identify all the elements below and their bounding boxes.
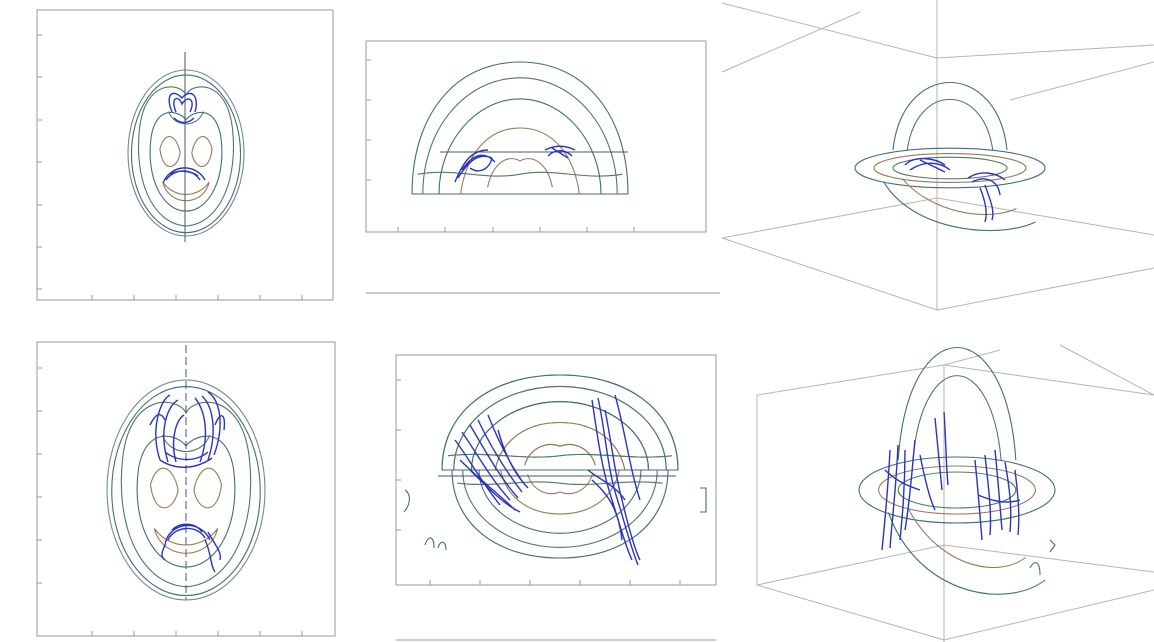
figure [0, 0, 1154, 642]
panel-3d-bottom [757, 345, 1154, 642]
tract [162, 524, 220, 572]
tract [935, 412, 948, 490]
axis3d [944, 545, 1154, 572]
tract [882, 440, 935, 550]
axis3d [937, 268, 1154, 310]
ct [404, 488, 706, 550]
axis3d [1060, 345, 1154, 395]
axis3d [722, 238, 937, 310]
axis3d [944, 350, 1000, 365]
axis3d [1010, 62, 1154, 100]
tract [163, 168, 205, 183]
axis3d [944, 590, 1154, 640]
axis3d [722, 198, 937, 238]
panel-axial-top [37, 10, 333, 300]
tract [455, 150, 495, 182]
panel-coronal-top [366, 41, 720, 293]
axis3d [757, 585, 944, 640]
axis3d [757, 365, 1154, 395]
axis3d [937, 45, 1154, 58]
tract [905, 159, 950, 172]
panel-coronal-bottom [396, 355, 716, 640]
axis3d [757, 545, 944, 585]
axis3d [722, 3, 937, 58]
panel-3d-top [722, 0, 1154, 310]
frame [366, 41, 706, 232]
ticks [37, 35, 302, 300]
use [412, 62, 628, 194]
tract [588, 395, 640, 565]
panel-axial-bottom [37, 342, 335, 636]
